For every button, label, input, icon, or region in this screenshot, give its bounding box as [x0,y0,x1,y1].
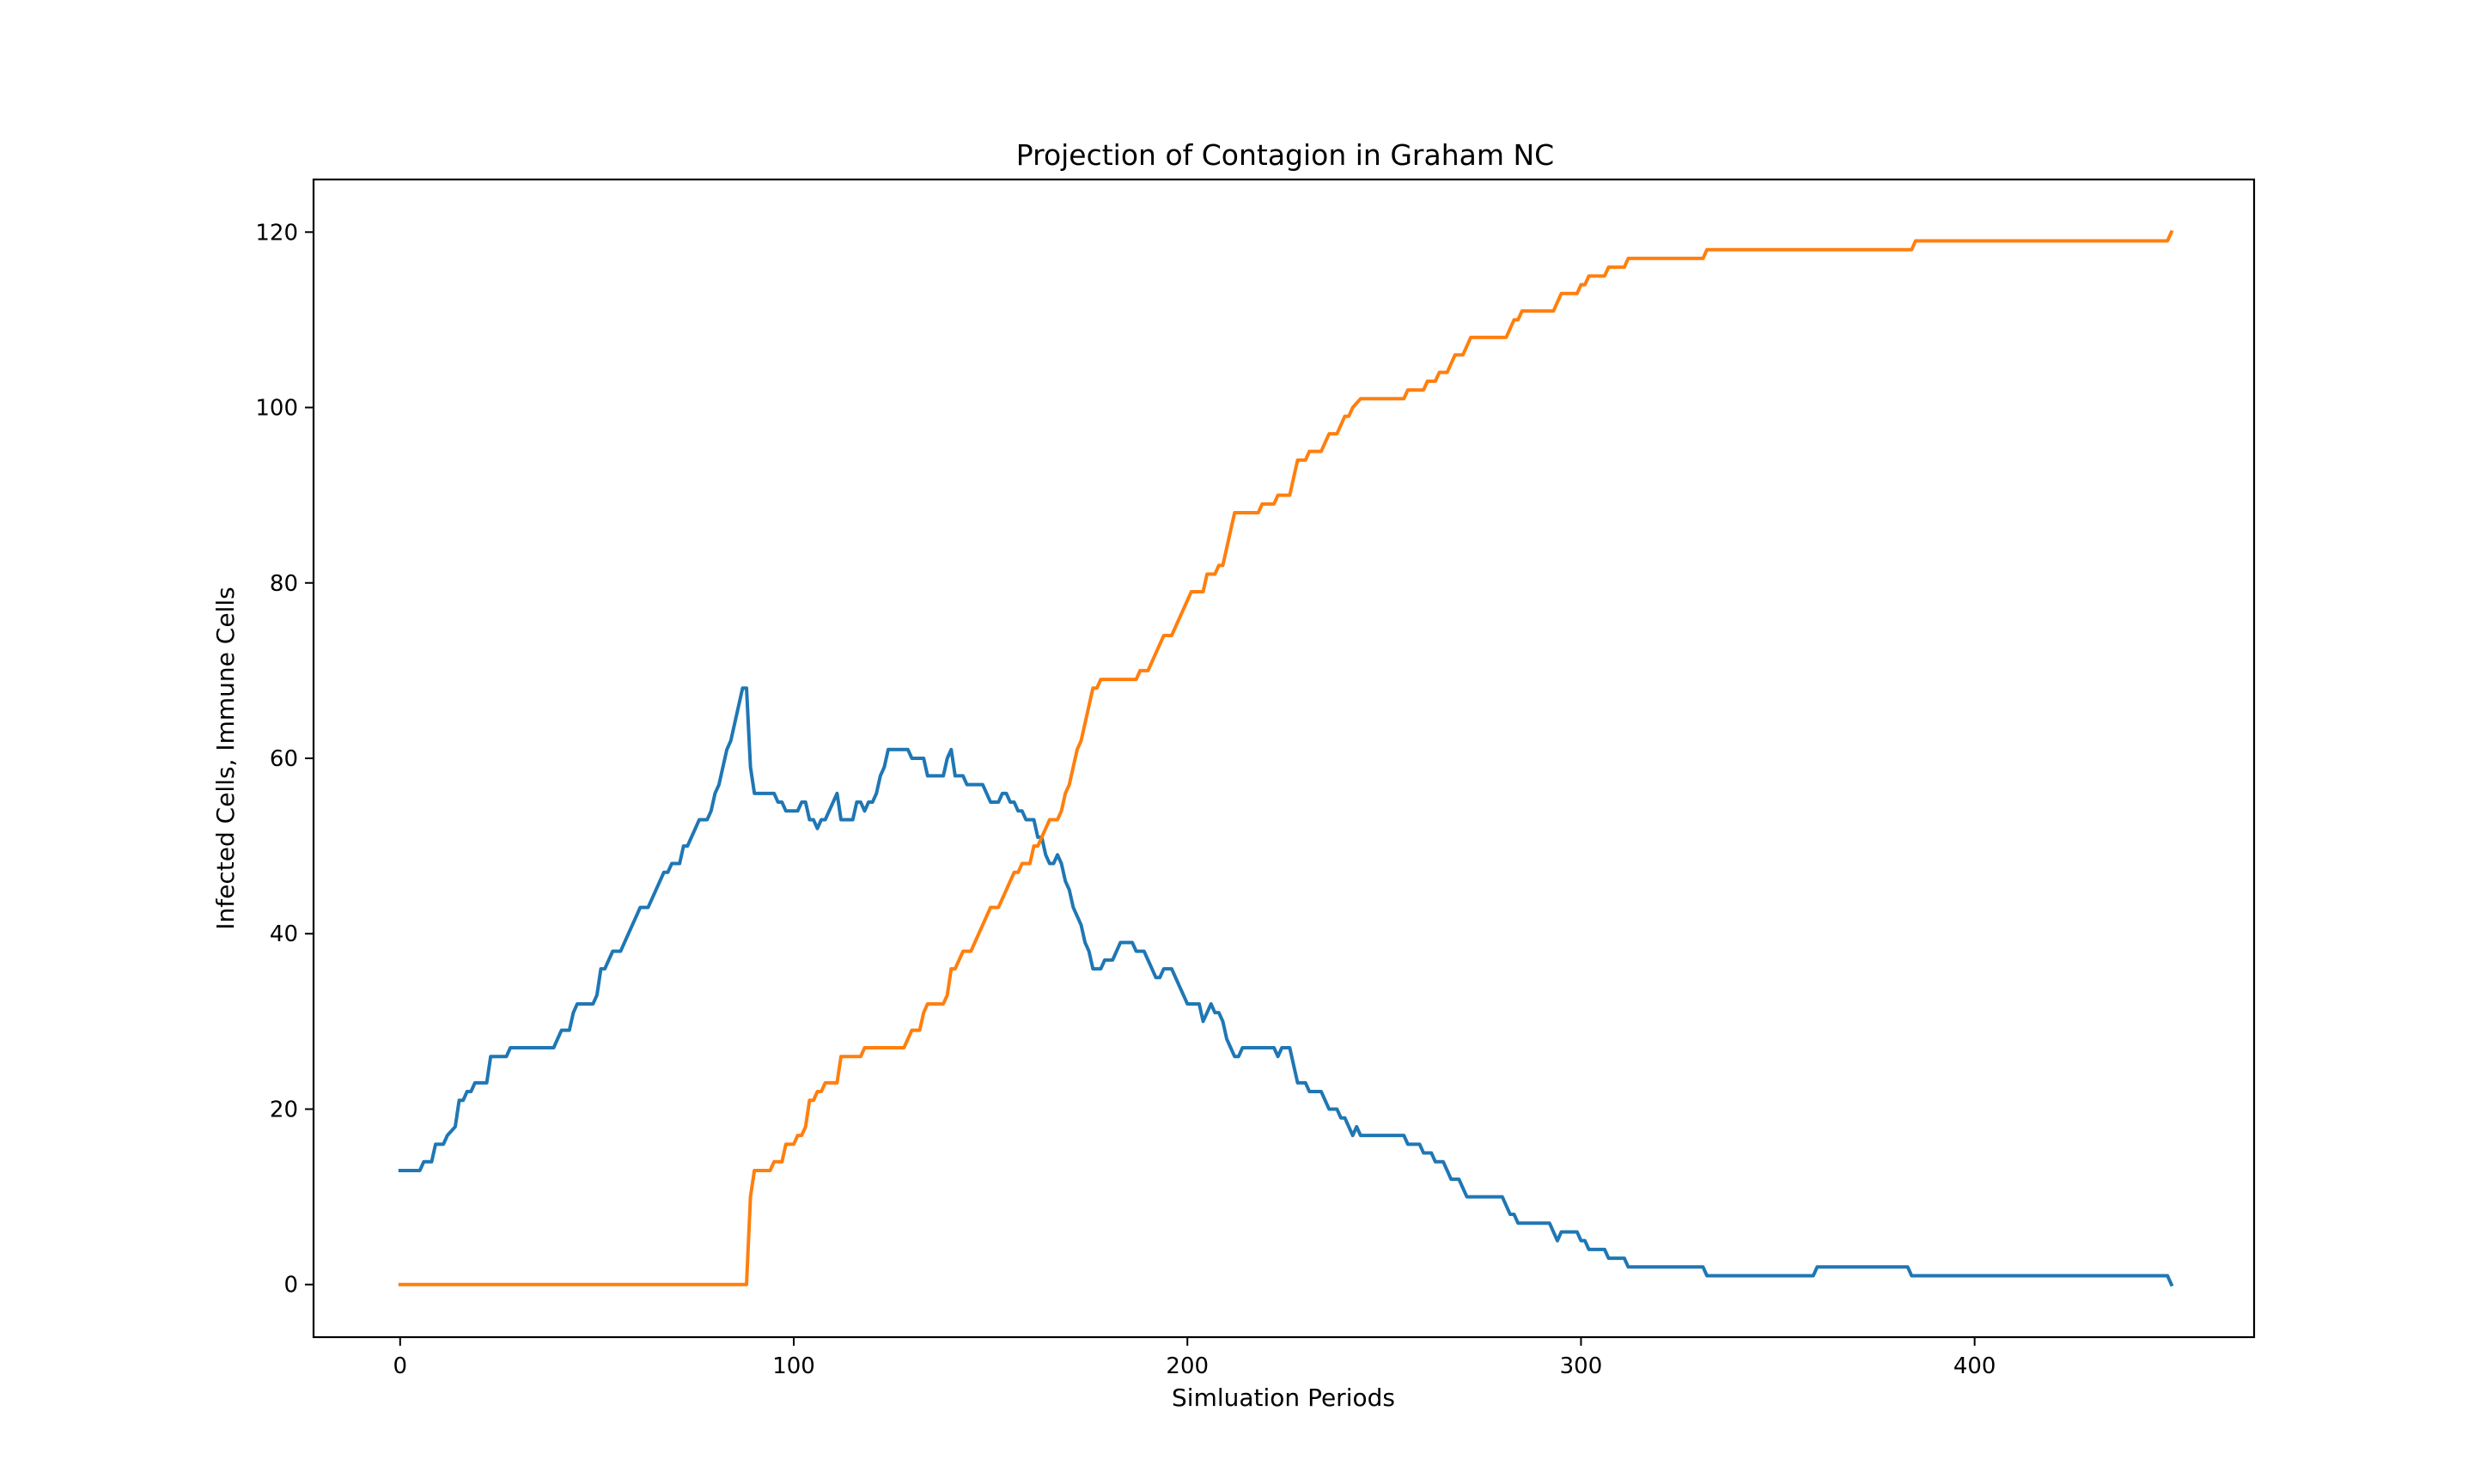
x-tick-label: 0 [393,1353,408,1379]
x-tick-label: 300 [1560,1353,1603,1379]
series-layer [398,229,2174,1287]
x-tick-label: 100 [772,1353,815,1379]
y-tick-label: 0 [283,1273,298,1298]
x-tick-label: 400 [1953,1353,1996,1379]
y-tick-label: 20 [270,1097,298,1122]
chart-title: Projection of Contagion in Graham NC [1016,138,1554,172]
y-tick-label: 40 [270,921,298,947]
y-axis-label: Infected Cells, Immune Cells [211,587,240,929]
x-tick-label: 200 [1166,1353,1209,1379]
series-line-0 [398,686,2174,1287]
y-axis-ticks: 0 20 40 60 80 100 120 [255,220,314,1298]
series-line-1 [398,229,2174,1286]
y-tick-label: 120 [255,220,298,246]
x-axis-ticks: 0 100 200 300 400 [393,1337,1996,1379]
y-tick-label: 60 [270,746,298,772]
y-tick-label: 80 [270,571,298,597]
y-tick-label: 100 [255,396,298,422]
x-axis-label: Simluation Periods [1172,1384,1395,1412]
